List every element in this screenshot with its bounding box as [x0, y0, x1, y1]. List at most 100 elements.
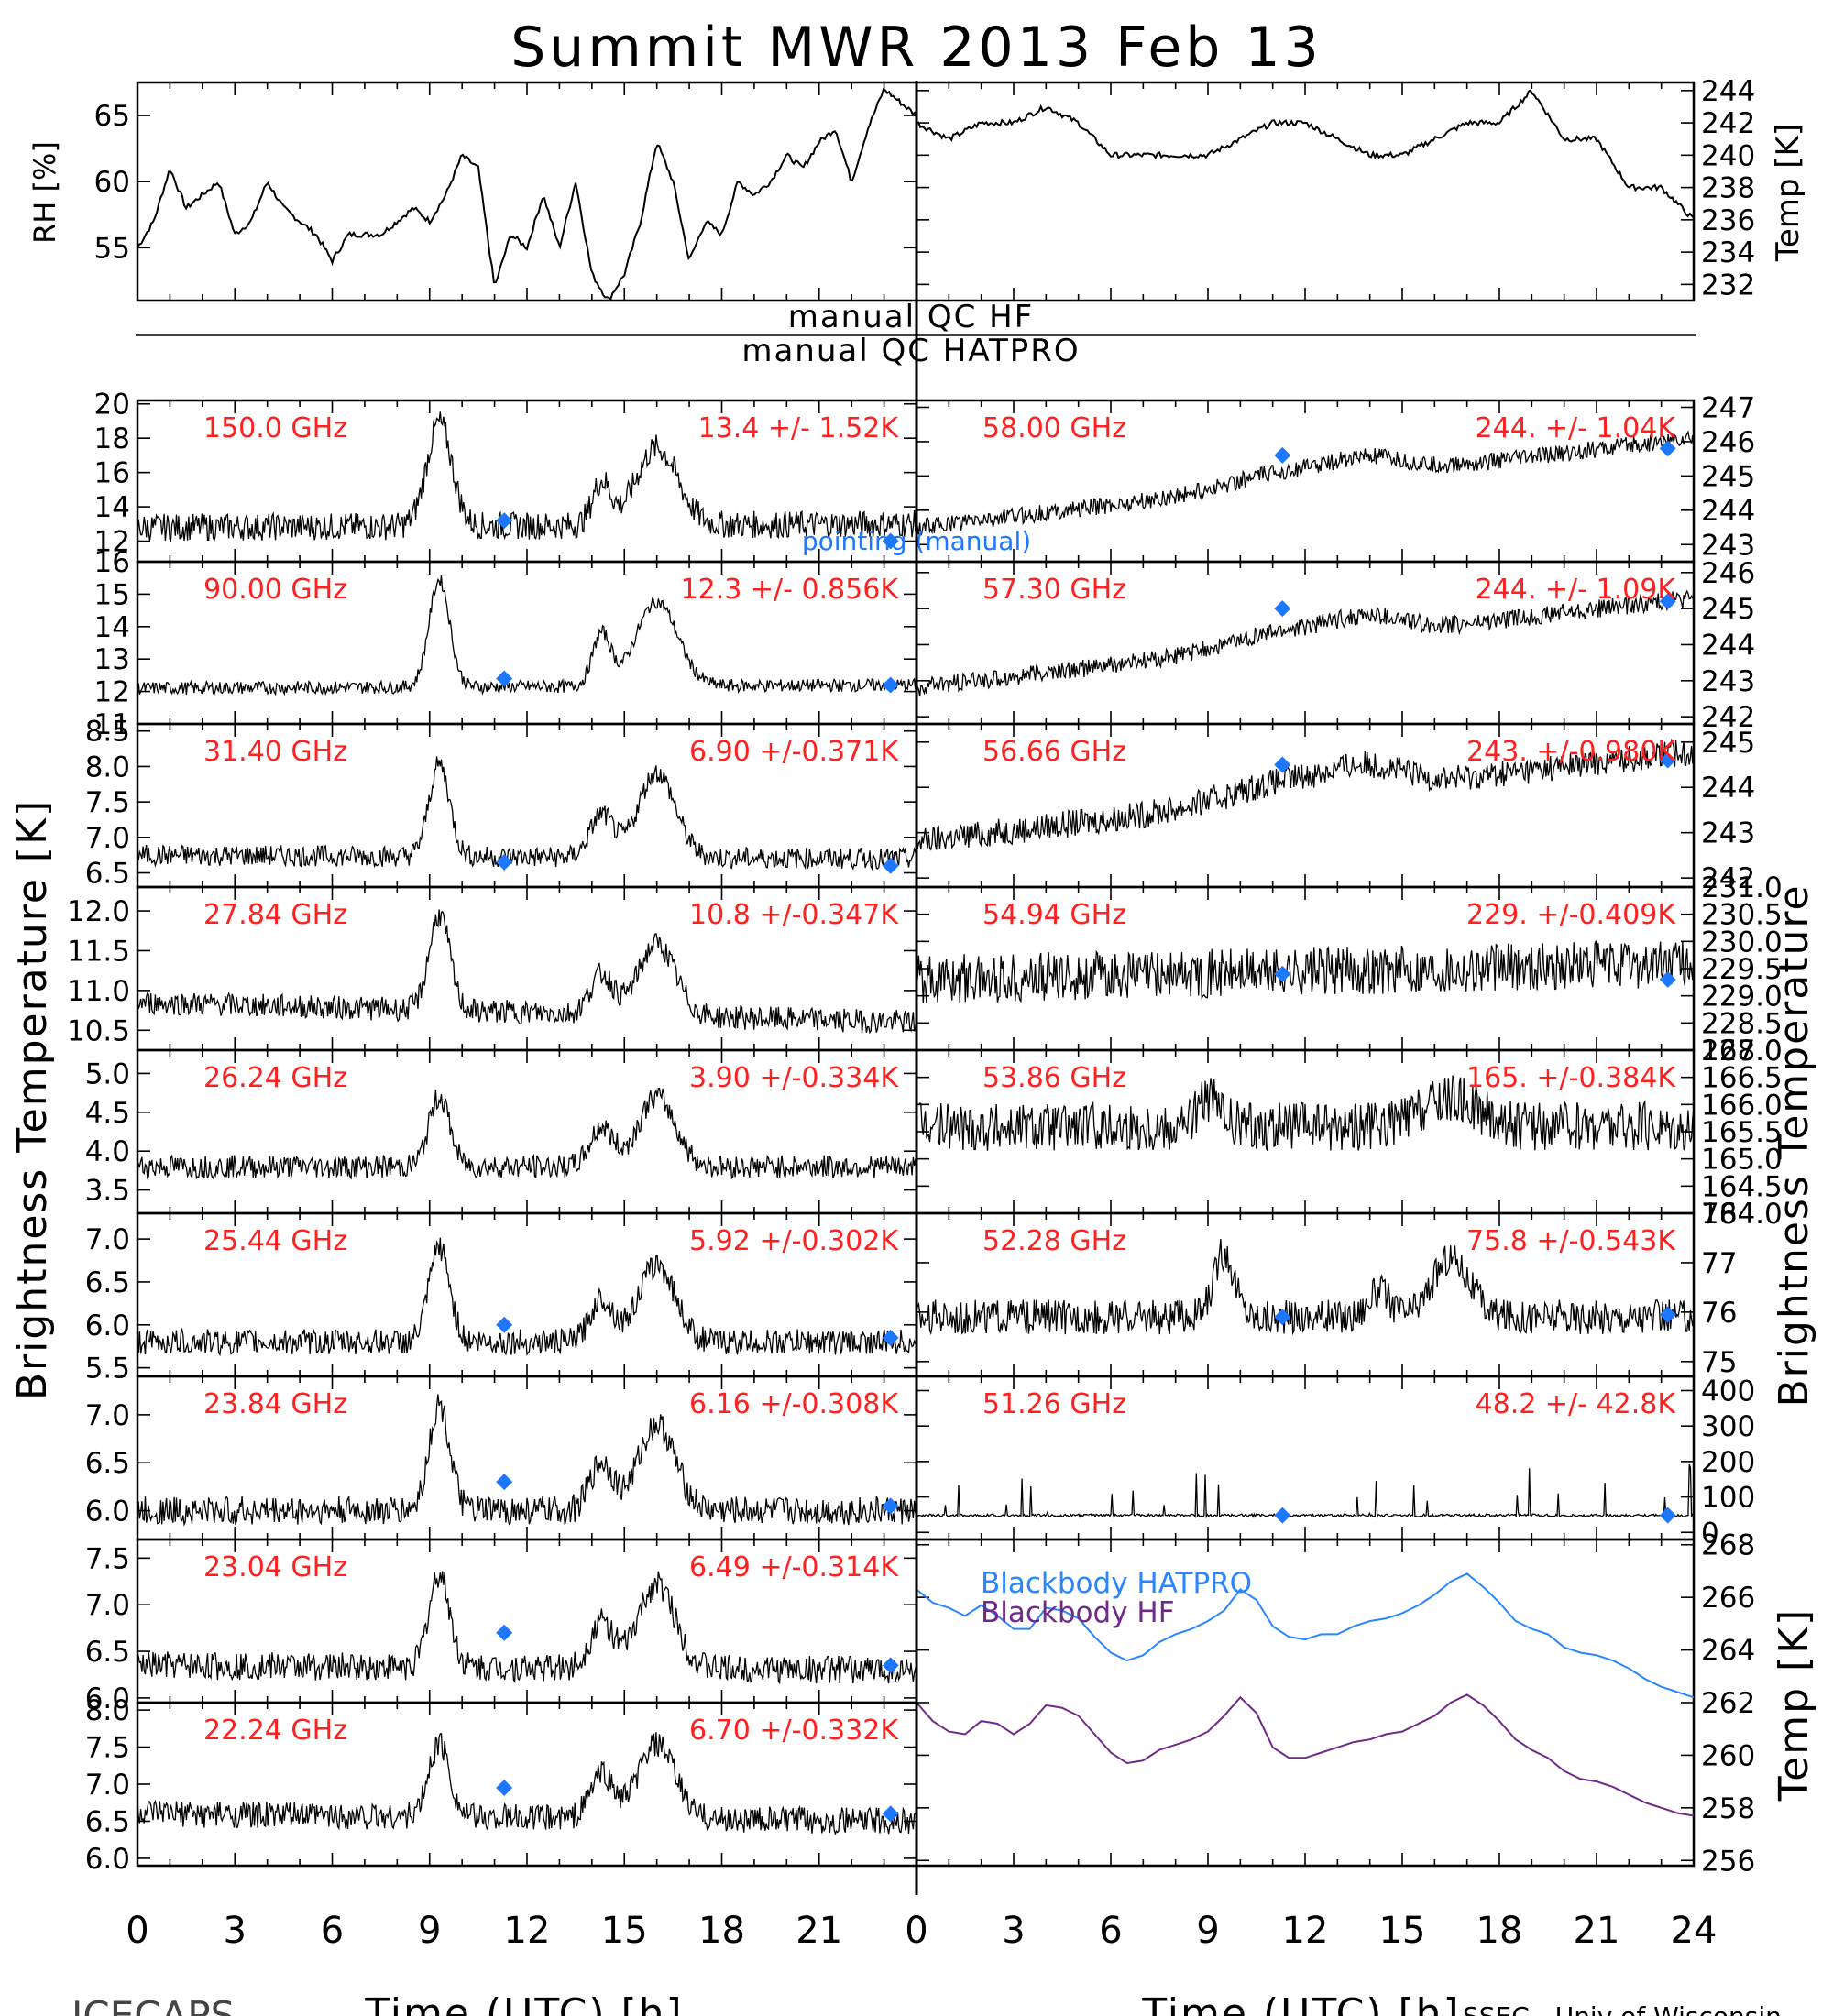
- x-tick-label: 6: [321, 1910, 344, 1952]
- x-tick-label: 3: [224, 1910, 247, 1952]
- y-tick-label: 247: [1701, 391, 1755, 424]
- calibration-marker: [882, 1497, 899, 1515]
- y-tick-label: 230.5: [1701, 899, 1783, 932]
- calibration-marker: [1274, 965, 1291, 982]
- series-line: [137, 575, 917, 696]
- x-tick-label: 15: [1379, 1910, 1426, 1952]
- calibration-marker: [496, 853, 513, 871]
- y-tick-label: 264: [1701, 1635, 1755, 1668]
- y-tick-label: 6.0: [85, 1309, 130, 1342]
- y-tick-label: 166.0: [1701, 1089, 1783, 1122]
- y-tick-label: 245: [1701, 727, 1755, 760]
- legend-label: Blackbody HATPRO: [981, 1567, 1252, 1600]
- y-tick-label: 55: [94, 232, 130, 265]
- series-line: [916, 1075, 1695, 1152]
- y-tick-label: 11.0: [67, 975, 130, 1008]
- calibration-marker: [1659, 751, 1676, 769]
- y-tick-label: 6.5: [85, 1447, 130, 1480]
- y-tick-label: 258: [1701, 1792, 1755, 1825]
- y-tick-label: 16: [94, 457, 130, 490]
- series-line: [137, 1394, 917, 1527]
- calibration-marker: [1274, 756, 1291, 773]
- y-tick-label: 229.5: [1701, 953, 1783, 986]
- stats-label: 10.8 +/-0.347K: [689, 899, 899, 931]
- y-tick-label: 256: [1701, 1845, 1755, 1878]
- y-tick-label: 3.5: [85, 1175, 130, 1208]
- y-tick-label: 11.5: [67, 935, 130, 968]
- series-line: [137, 1732, 917, 1835]
- y-tick-label: 242: [1701, 701, 1755, 734]
- y-tick-label: 6.5: [85, 1805, 130, 1838]
- frequency-label: 23.04 GHz: [203, 1551, 347, 1583]
- y-tick-label: 20: [94, 389, 130, 422]
- y-tick-label: 7.0: [85, 1769, 130, 1802]
- frequency-label: 53.86 GHz: [982, 1062, 1126, 1094]
- panel-4: 6.57.07.58.08.5 31.40 GHz 6.90 +/-0.371K: [85, 716, 918, 891]
- y-tick-label: 229.0: [1701, 981, 1783, 1013]
- frequency-label: 31.40 GHz: [203, 736, 347, 768]
- stats-label: 6.90 +/-0.371K: [689, 736, 899, 768]
- y-tick-label: 242: [1701, 862, 1755, 895]
- frequency-label: 54.94 GHz: [982, 899, 1126, 931]
- series-line: [137, 1237, 917, 1357]
- y-tick-label: 7.5: [85, 1542, 130, 1575]
- series-line: [137, 756, 917, 871]
- calibration-marker: [1274, 446, 1291, 464]
- x-tick-label: 0: [126, 1910, 148, 1952]
- y-tick-label: 18: [94, 422, 130, 455]
- y-tick-label: 165.5: [1701, 1116, 1783, 1149]
- stats-label: 6.16 +/-0.308K: [689, 1388, 899, 1420]
- calibration-marker: [496, 1624, 513, 1641]
- calibration-marker: [496, 512, 513, 530]
- y-tick-label: 12.0: [67, 895, 130, 928]
- y-tick-label: 8.0: [85, 751, 130, 783]
- stats-label: 244. +/- 1.09K: [1476, 574, 1677, 606]
- series-line: [916, 589, 1695, 697]
- x-tick-label: 3: [1002, 1910, 1025, 1952]
- y-tick-label: 5.0: [85, 1057, 130, 1090]
- y-tick-label: 13: [94, 643, 130, 676]
- calibration-marker: [1659, 1507, 1676, 1524]
- stats-label: 229. +/-0.409K: [1466, 899, 1676, 931]
- frequency-label: 27.84 GHz: [203, 899, 347, 931]
- y-tick-label: 6.5: [85, 1266, 130, 1299]
- y-tick-label: 228.0: [1701, 1035, 1783, 1068]
- x-tick-label: 9: [1196, 1910, 1219, 1952]
- y-tick-label: 7.0: [85, 1589, 130, 1622]
- y-tick-label: 268: [1701, 1529, 1755, 1562]
- panel-6: 3.5 4.0 4.5 5.0 26.24 GHz 3.90 +/-0.334K: [85, 1048, 918, 1215]
- calibration-marker: [1659, 1306, 1676, 1323]
- series-line: [916, 1693, 1695, 1817]
- panel-5: 10.5 11.0 11.5 12.0 27.84 GHz 10.8 +/-0.347K: [67, 885, 918, 1052]
- qc-hf-label: manual QC HF: [788, 299, 1035, 335]
- y-tick-label: 244: [1701, 772, 1755, 805]
- frequency-label: 25.44 GHz: [203, 1225, 347, 1257]
- x-tick-label: 24: [1671, 1910, 1718, 1952]
- x-tick-label: 18: [1476, 1910, 1523, 1952]
- stats-label: 75.8 +/-0.543K: [1466, 1225, 1676, 1257]
- y-tick-label: 77: [1701, 1247, 1737, 1280]
- stats-label: 13.4 +/- 1.52K: [698, 412, 900, 444]
- panel-13: 242 243 244 245 56.66 GHz 243. +/-0.980K: [915, 722, 1755, 895]
- stats-label: 244. +/- 1.04K: [1476, 412, 1677, 444]
- y-tick-label: 165.0: [1701, 1144, 1783, 1177]
- y-tick-label: 244: [1701, 75, 1755, 108]
- y-tick-label: 246: [1701, 426, 1755, 459]
- y-tick-label: 245: [1701, 460, 1755, 493]
- y-tick-label: 6.5: [85, 1636, 130, 1669]
- stats-label: 12.3 +/- 0.856K: [681, 574, 900, 606]
- y-tick-label: 6.5: [85, 858, 130, 891]
- x-axis-title-right: Time (UTC) [h]: [1141, 1990, 1460, 2016]
- calibration-marker: [882, 857, 899, 874]
- y-tick-label: 6.0: [85, 1496, 130, 1528]
- frequency-label: 57.30 GHz: [982, 574, 1126, 606]
- panel-8: 6.0 6.5 7.0 23.84 GHz 6.16 +/-0.308K: [85, 1375, 918, 1541]
- y-tick-label: 246: [1701, 557, 1755, 590]
- x-axis-title-left: Time (UTC) [h]: [364, 1990, 683, 2016]
- stats-label: 165. +/-0.384K: [1466, 1062, 1676, 1094]
- chart-title: Summit MWR 2013 Feb 13: [510, 16, 1323, 80]
